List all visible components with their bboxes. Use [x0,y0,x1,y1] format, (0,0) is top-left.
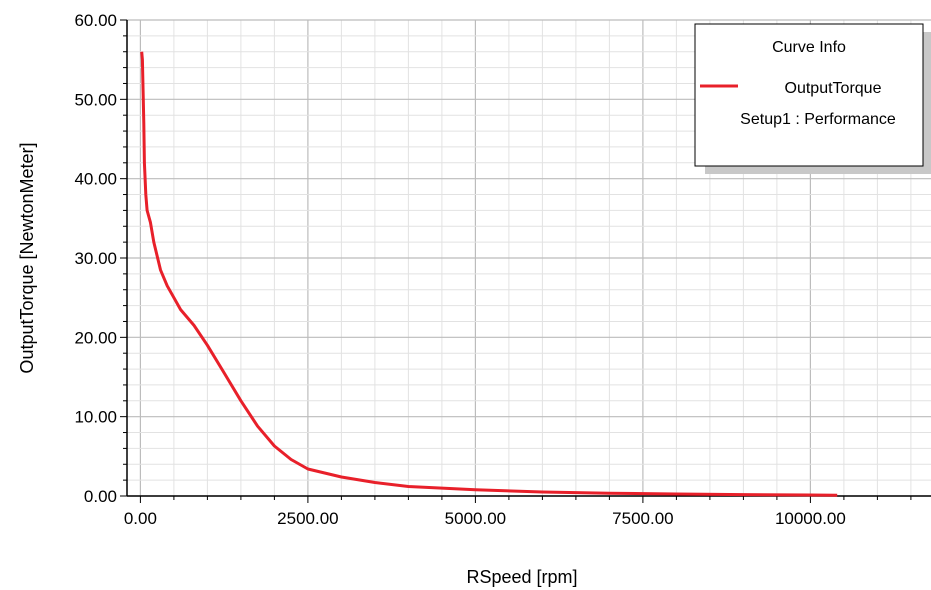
series [140,51,838,497]
series-line-outputtorque [140,51,838,497]
x-tick-label: 10000.00 [775,509,846,528]
y-tick-label: 0.00 [84,487,117,506]
x-tick-label: 0.00 [124,509,157,528]
legend-entry-sublabel: Setup1 : Performance [740,111,896,128]
y-tick-label: 20.00 [74,328,117,347]
x-tick-label: 2500.00 [277,509,338,528]
ticks: 0.00 2500.00 5000.00 7500.00 10000.00 0.00 10.… [74,11,912,528]
x-tick-label: 5000.00 [445,509,506,528]
x-axis-title: RSpeed [rpm] [466,567,577,587]
legend-title: Curve Info [772,39,846,56]
x-tick-label: 7500.00 [612,509,673,528]
legend-box [694,23,924,167]
legend-entry-label: OutputTorque [785,80,882,97]
y-tick-label: 40.00 [74,170,117,189]
y-tick-label: 60.00 [74,11,117,30]
y-axis-title: OutputTorque [NewtonMeter] [17,142,37,373]
legend: Curve Info OutputTorque Setup1 : Perform… [694,23,931,174]
y-tick-label: 10.00 [74,408,117,427]
y-tick-label: 50.00 [74,90,117,109]
y-tick-label: 30.00 [74,249,117,268]
